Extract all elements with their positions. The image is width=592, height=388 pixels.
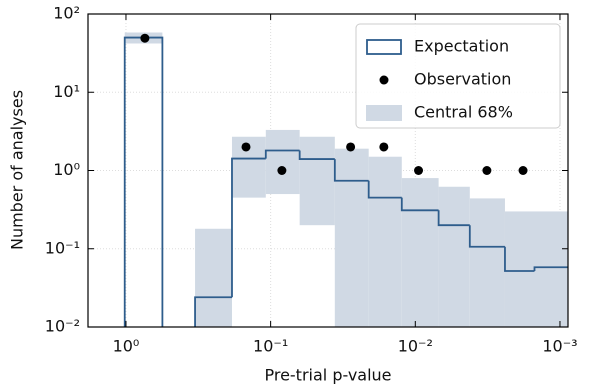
observation-point [241,142,251,152]
histogram-step [298,150,335,160]
band-segment [334,148,369,327]
x-tick-label: 10⁰ [113,337,140,356]
band-segment [299,136,335,226]
y-tick-label: 10⁻² [45,317,80,336]
histogram-step [123,36,164,327]
y-axis-label: Number of analyses [8,90,27,250]
band-segment [401,178,439,327]
band-segment [438,186,470,327]
histogram-step [437,210,470,227]
observation-point [277,166,287,175]
observation-point [482,166,492,175]
band-segment [504,211,535,327]
band-segment [469,198,505,327]
histogram-step [468,225,505,248]
histogram-step [333,159,369,182]
y-tick-label: 10¹ [53,82,80,101]
legend-label: Central 68% [414,103,513,122]
observation-point [414,166,424,175]
legend-box [355,23,561,129]
histogram-step [231,157,266,298]
histogram-step [264,149,300,159]
x-axis-label: Pre-trial p-value [264,366,391,385]
histogram-step [400,197,439,212]
legend: Expectation Observation Central 68% [355,23,561,129]
histogram-step [367,180,402,199]
band-segment [195,228,232,327]
legend-label: Expectation [414,37,509,56]
histogram-step [194,296,232,327]
x-tick-label: 10⁻¹ [253,337,288,356]
observation-point [346,142,356,152]
band-segment [265,129,300,195]
legend-label: Observation [414,70,511,89]
legend-swatch [366,105,402,121]
band-segment [534,211,568,327]
legend-swatch [366,39,402,55]
legend-swatch [379,75,389,85]
y-tick-label: 10² [53,4,80,23]
x-tick-label: 10⁻³ [542,337,577,356]
observation-point [140,33,150,43]
histogram-step [504,246,535,272]
x-tick-label: 10⁻² [398,337,433,356]
y-tick-label: 10⁻¹ [45,238,80,257]
observation-point [379,142,389,152]
observation-point [518,166,528,175]
histogram-step [533,266,568,271]
y-tick-label: 10⁰ [53,160,80,179]
plot-area [88,14,568,327]
band-segment [368,156,402,327]
